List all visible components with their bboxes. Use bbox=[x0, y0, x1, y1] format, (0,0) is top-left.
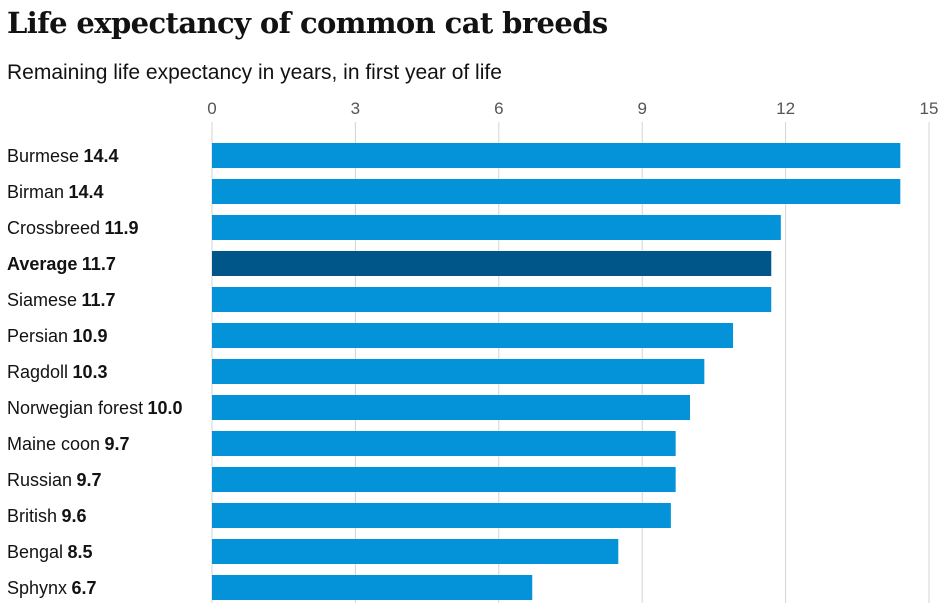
bar bbox=[212, 323, 734, 348]
data-label: 8.5 bbox=[68, 542, 93, 562]
category-name: Sphynx bbox=[7, 578, 67, 598]
category-label: Norwegian forest 10.0 bbox=[7, 398, 183, 418]
category-label: Maine coon 9.7 bbox=[7, 434, 130, 454]
chart-title: Life expectancy of common cat breeds bbox=[7, 6, 608, 40]
data-label: 6.7 bbox=[72, 578, 97, 598]
category-label: Bengal 8.5 bbox=[7, 542, 93, 562]
data-label: 14.4 bbox=[83, 146, 118, 166]
category-label: Crossbreed 11.9 bbox=[7, 218, 139, 238]
category-name: Persian bbox=[7, 326, 68, 346]
category-label: Burmese 14.4 bbox=[7, 146, 119, 166]
category-name: Burmese bbox=[7, 146, 79, 166]
bar bbox=[212, 395, 690, 420]
data-label: 9.6 bbox=[61, 506, 86, 526]
category-name: Russian bbox=[7, 470, 72, 490]
category-label: Sphynx 6.7 bbox=[7, 578, 97, 598]
x-tick-label: 6 bbox=[494, 99, 503, 118]
x-tick-label: 3 bbox=[351, 99, 360, 118]
category-name: Ragdoll bbox=[7, 362, 68, 382]
data-label: 10.0 bbox=[148, 398, 183, 418]
category-name: Norwegian forest bbox=[7, 398, 143, 418]
category-label: British 9.6 bbox=[7, 506, 87, 526]
data-label: 10.9 bbox=[72, 326, 107, 346]
category-label: Russian 9.7 bbox=[7, 470, 102, 490]
category-label: Ragdoll 10.3 bbox=[7, 362, 108, 382]
data-label: 9.7 bbox=[76, 470, 101, 490]
bar bbox=[212, 215, 781, 240]
x-tick-label: 15 bbox=[920, 99, 939, 118]
bar bbox=[212, 539, 619, 564]
x-tick-label: 0 bbox=[207, 99, 216, 118]
bar bbox=[212, 575, 533, 600]
bar bbox=[212, 467, 676, 492]
category-label: Persian 10.9 bbox=[7, 326, 108, 346]
data-label: 14.4 bbox=[68, 182, 103, 202]
category-name: Siamese bbox=[7, 290, 77, 310]
category-name: British bbox=[7, 506, 57, 526]
category-label: Birman 14.4 bbox=[7, 182, 104, 202]
data-label: 11.9 bbox=[105, 218, 139, 238]
category-name: Bengal bbox=[7, 542, 63, 562]
data-label: 11.7 bbox=[81, 290, 115, 310]
bar bbox=[212, 179, 901, 204]
category-name: Maine coon bbox=[7, 434, 100, 454]
x-tick-label: 9 bbox=[637, 99, 646, 118]
bar bbox=[212, 143, 901, 168]
data-label: 10.3 bbox=[73, 362, 108, 382]
category-label: Average 11.7 bbox=[7, 254, 116, 274]
category-name: Crossbreed bbox=[7, 218, 100, 238]
bar bbox=[212, 359, 705, 384]
bar-highlight bbox=[212, 251, 772, 276]
category-name: Average bbox=[7, 254, 77, 274]
x-tick-label: 12 bbox=[776, 99, 795, 118]
bar bbox=[212, 287, 772, 312]
category-name: Birman bbox=[7, 182, 64, 202]
data-label: 11.7 bbox=[82, 254, 116, 274]
chart-subtitle: Remaining life expectancy in years, in f… bbox=[7, 61, 502, 84]
bar bbox=[212, 431, 676, 456]
data-label: 9.7 bbox=[105, 434, 130, 454]
category-label: Siamese 11.7 bbox=[7, 290, 116, 310]
bar bbox=[212, 503, 671, 528]
